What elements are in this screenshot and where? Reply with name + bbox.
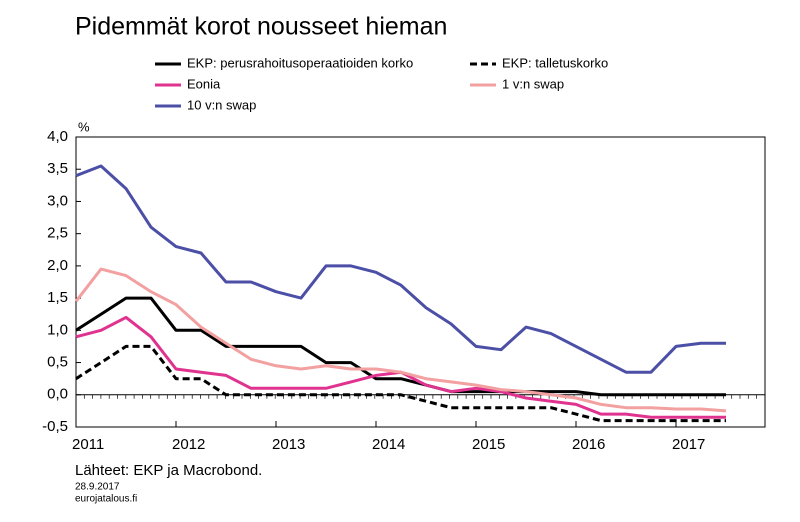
- x-tick-label: 2011: [72, 436, 104, 453]
- y-tick-label: -0,5: [42, 418, 68, 435]
- x-tick-label: 2014: [372, 436, 405, 453]
- legend-label: 1 v:n swap: [502, 76, 564, 91]
- legend-label: Eonia: [187, 76, 221, 91]
- x-tick-label: 2017: [672, 436, 705, 453]
- legend-label: EKP: perusrahoitusoperaatioiden korko: [187, 55, 413, 70]
- series-line: [75, 296, 726, 397]
- y-tick-label: 4,0: [47, 128, 68, 145]
- series-line: [75, 315, 726, 419]
- x-tick-label: 2015: [472, 436, 505, 453]
- date: 28.9.2017: [75, 482, 120, 493]
- y-tick-label: 3,5: [47, 160, 68, 177]
- site: eurojatalous.fi: [75, 494, 137, 505]
- y-tick-label: 0,0: [47, 386, 68, 403]
- y-tick-label: 2,5: [47, 225, 68, 242]
- legend-label: EKP: talletuskorko: [502, 55, 608, 70]
- y-tick-label: 0,5: [47, 354, 68, 371]
- plot-frame: [75, 136, 766, 428]
- series-line: [75, 344, 726, 423]
- series-line: [75, 164, 726, 374]
- y-unit: %: [78, 119, 90, 134]
- legend-label: 10 v:n swap: [187, 97, 256, 112]
- source: Lähteet: EKP ja Macrobond.: [75, 462, 262, 479]
- y-tick-label: 2,0: [47, 257, 68, 274]
- y-tick-label: 1,5: [47, 289, 68, 306]
- chart-title: Pidemmät korot nousseet hieman: [75, 13, 447, 41]
- x-tick-label: 2013: [272, 436, 305, 453]
- y-tick-label: 1,0: [47, 321, 68, 338]
- x-tick-label: 2012: [172, 436, 205, 453]
- x-tick-label: 2016: [572, 436, 605, 453]
- series-line: [74, 267, 727, 413]
- y-tick-label: 3,0: [47, 192, 68, 209]
